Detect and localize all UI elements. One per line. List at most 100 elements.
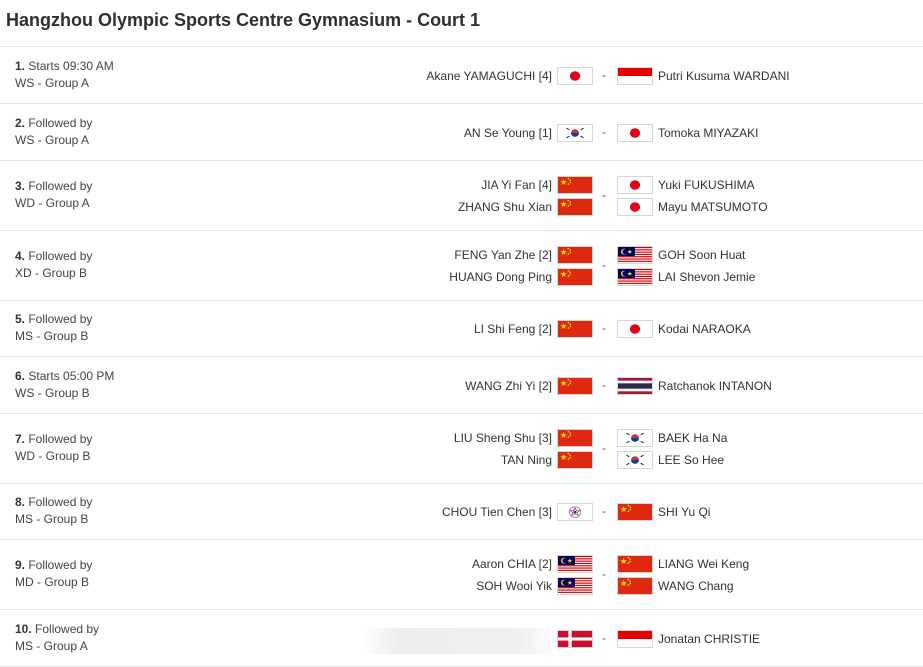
match-row: 3. Followed by WD - Group A JIA Yi Fan [4]…: [0, 161, 923, 231]
china-flag-icon: [557, 320, 593, 338]
away-player-name[interactable]: Putri Kusuma WARDANI: [658, 69, 790, 83]
match-number: 3.: [15, 179, 26, 193]
match-start: Starts 09:30 AM: [25, 59, 114, 73]
away-player-name[interactable]: LEE So Hee: [658, 453, 725, 467]
match-start: Followed by: [25, 249, 93, 263]
korea-flag-icon: [557, 124, 593, 142]
match-info: 1. Starts 09:30 AM WS - Group A: [15, 58, 114, 92]
indonesia-flag-icon: [617, 630, 653, 648]
versus-separator: -: [602, 188, 606, 202]
match-time: 9. Followed by: [15, 557, 92, 574]
home-player-name[interactable]: Aaron CHIA [2]: [471, 557, 552, 571]
home-player-name[interactable]: JIA Yi Fan [4]: [481, 178, 552, 192]
match-time: 7. Followed by: [15, 431, 92, 448]
away-player-name[interactable]: Yuki FUKUSHIMA: [658, 178, 755, 192]
japan-flag-icon: [617, 198, 653, 216]
match-number: 4.: [15, 249, 26, 263]
match-row: 6. Starts 05:00 PM WS - Group B WANG Zhi Y…: [0, 357, 923, 414]
away-player-name[interactable]: Ratchanok INTANON: [658, 379, 772, 393]
match-time: 2. Followed by: [15, 115, 92, 132]
home-player-name[interactable]: CHOU Tien Chen [3]: [441, 505, 552, 519]
match-start: Followed by: [25, 312, 93, 326]
match-start: Starts 05:00 PM: [25, 369, 115, 383]
match-start: Followed by: [25, 179, 93, 193]
match-event: WD - Group A: [15, 196, 90, 210]
versus-separator: -: [602, 321, 606, 335]
china-flag-icon: [557, 198, 593, 216]
china-flag-icon: [617, 577, 653, 595]
korea-flag-icon: [617, 429, 653, 447]
china-flag-icon: [557, 429, 593, 447]
match-time: 3. Followed by: [15, 178, 92, 195]
match-event: MS - Group B: [15, 512, 89, 526]
home-player-name[interactable]: Akane YAMAGUCHI [4]: [426, 69, 552, 83]
versus-separator: -: [602, 504, 606, 518]
home-player-name[interactable]: HUANG Dong Ping: [449, 270, 552, 284]
malaysia-flag-icon: [557, 577, 593, 595]
match-info: 3. Followed by WD - Group A: [15, 178, 92, 212]
match-row: 4. Followed by XD - Group B FENG Yan Zhe […: [0, 231, 923, 301]
match-number: 6.: [15, 369, 26, 383]
match-event: MS - Group A: [15, 639, 88, 653]
away-player-name[interactable]: Tomoka MIYAZAKI: [658, 126, 759, 140]
away-player-name[interactable]: Kodai NARAOKA: [658, 322, 751, 336]
match-number: 1.: [15, 59, 26, 73]
match-event: XD - Group B: [15, 266, 88, 280]
china-flag-icon: [557, 451, 593, 469]
home-player-name[interactable]: FENG Yan Zhe [2]: [454, 248, 552, 262]
match-start: Followed by: [25, 495, 93, 509]
malaysia-flag-icon: [617, 268, 653, 286]
match-event: MD - Group B: [15, 575, 90, 589]
versus-separator: -: [602, 567, 606, 581]
match-time: 10. Followed by: [15, 621, 99, 638]
match-info: 7. Followed by WD - Group B: [15, 431, 92, 465]
match-start: Followed by: [25, 558, 93, 572]
korea-flag-icon: [617, 451, 653, 469]
japan-flag-icon: [557, 67, 593, 85]
away-player-name[interactable]: Jonatan CHRISTIE: [658, 632, 761, 646]
match-event: WS - Group A: [15, 133, 90, 147]
match-row: 2. Followed by WS - Group A AN Se Young [1…: [0, 104, 923, 161]
away-player-name[interactable]: Mayu MATSUMOTO: [658, 200, 768, 214]
away-player-name[interactable]: GOH Soon Huat: [658, 248, 746, 262]
versus-separator: -: [602, 125, 606, 139]
match-row: 9. Followed by MD - Group B Aaron CHIA [2]…: [0, 540, 923, 610]
match-event: WS - Group A: [15, 76, 90, 90]
match-start: Followed by: [31, 622, 100, 636]
match-info: 10. Followed by MS - Group A: [15, 621, 99, 655]
indonesia-flag-icon: [617, 67, 653, 85]
away-player-name[interactable]: LIANG Wei Keng: [658, 557, 750, 571]
japan-flag-icon: [617, 320, 653, 338]
away-player-name[interactable]: WANG Chang: [658, 579, 734, 593]
match-number: 8.: [15, 495, 26, 509]
home-player-name[interactable]: LI Shi Feng [2]: [473, 322, 552, 336]
away-player-name[interactable]: LAI Shevon Jemie: [658, 270, 756, 284]
versus-separator: -: [602, 631, 606, 645]
match-time: 1. Starts 09:30 AM: [15, 58, 114, 75]
home-player-name[interactable]: ZHANG Shu Xian: [457, 200, 552, 214]
home-player-name[interactable]: TAN Ning: [500, 453, 552, 467]
match-event: WD - Group B: [15, 449, 91, 463]
china-flag-icon: [617, 555, 653, 573]
away-player-name[interactable]: BAEK Ha Na: [658, 431, 728, 445]
match-number: 10.: [15, 622, 32, 636]
japan-flag-icon: [617, 176, 653, 194]
match-info: 6. Starts 05:00 PM WS - Group B: [15, 368, 114, 402]
away-player-name[interactable]: SHI Yu Qi: [658, 505, 711, 519]
scroll-overlay: [360, 628, 560, 654]
home-player-name[interactable]: LIU Sheng Shu [3]: [453, 431, 552, 445]
china-flag-icon: [557, 176, 593, 194]
home-player-name[interactable]: AN Se Young [1]: [463, 126, 552, 140]
home-player-name[interactable]: WANG Zhi Yi [2]: [465, 379, 552, 393]
versus-separator: -: [602, 378, 606, 392]
match-info: 9. Followed by MD - Group B: [15, 557, 92, 591]
versus-separator: -: [602, 441, 606, 455]
match-row: 8. Followed by MS - Group B CHOU Tien Chen…: [0, 484, 923, 540]
china-flag-icon: [617, 503, 653, 521]
match-number: 2.: [15, 116, 26, 130]
page-title: Hangzhou Olympic Sports Centre Gymnasium…: [6, 10, 481, 30]
match-start: Followed by: [25, 432, 93, 446]
home-player-name[interactable]: SOH Wooi Yik: [476, 579, 552, 593]
china-flag-icon: [557, 268, 593, 286]
malaysia-flag-icon: [617, 246, 653, 264]
